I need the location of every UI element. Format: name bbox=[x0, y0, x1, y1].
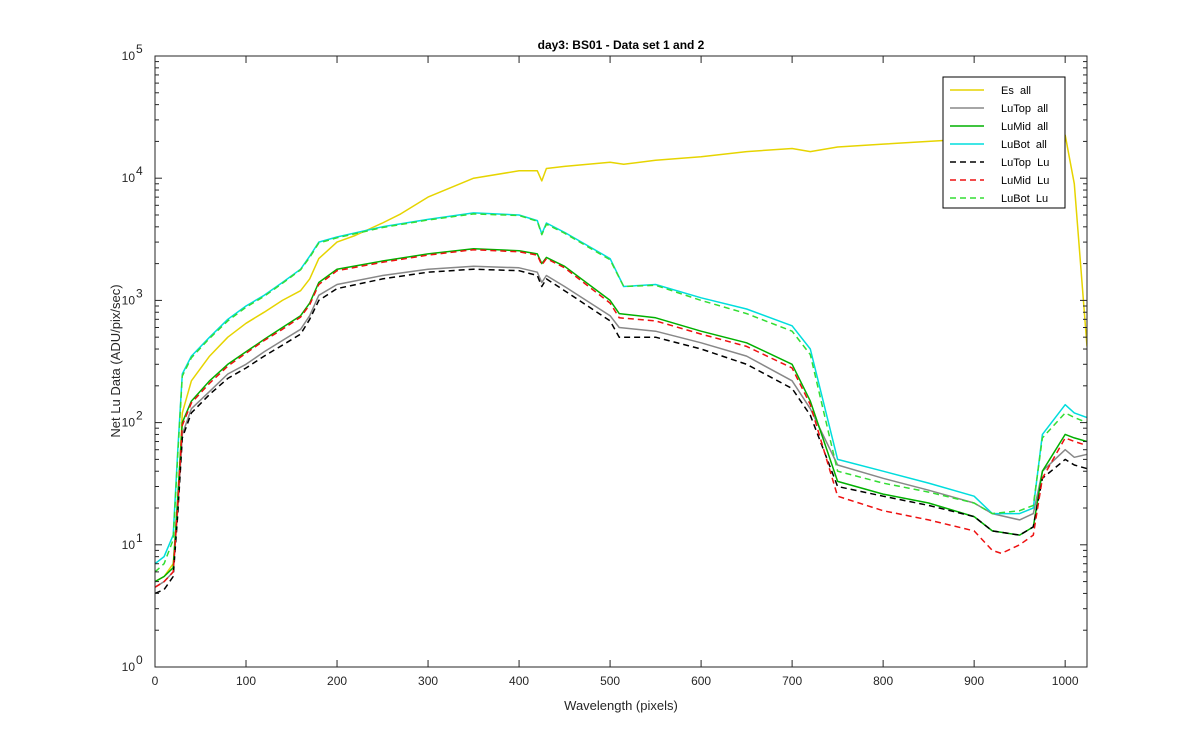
series-line-1 bbox=[155, 265, 1087, 588]
y-tick-exponent: 4 bbox=[136, 164, 143, 178]
x-tick-label: 300 bbox=[418, 674, 438, 688]
plot-frame bbox=[154, 55, 1088, 668]
chart-title: day3: BS01 - Data set 1 and 2 bbox=[538, 38, 705, 52]
legend-box bbox=[942, 76, 1066, 209]
x-tick-label: 900 bbox=[964, 674, 984, 688]
series-line-5 bbox=[155, 248, 1087, 588]
legend-label-1: LuTop all bbox=[1001, 103, 1048, 115]
legend-label-5: LuMid Lu bbox=[1001, 175, 1049, 187]
x-axis-label: Wavelength (pixels) bbox=[564, 698, 678, 713]
x-tick-label: 700 bbox=[782, 674, 802, 688]
plot-area bbox=[155, 56, 1087, 667]
x-tick-label: 1000 bbox=[1052, 674, 1079, 688]
y-tick-exponent: 5 bbox=[136, 42, 143, 56]
x-tick-label: 400 bbox=[509, 674, 529, 688]
legend-label-4: LuTop Lu bbox=[1001, 157, 1049, 169]
x-tick-label: 600 bbox=[691, 674, 711, 688]
x-tick-label: 800 bbox=[873, 674, 893, 688]
x-tick-label: 0 bbox=[152, 674, 159, 688]
x-tick-label: 500 bbox=[600, 674, 620, 688]
legend-label-3: LuBot all bbox=[1001, 139, 1047, 151]
series-layer bbox=[155, 134, 1087, 595]
legend: Es all LuTop all LuMid all LuBot all LuTop L… bbox=[942, 76, 1066, 209]
legend-label-0: Es all bbox=[1001, 85, 1031, 97]
y-tick-exponent: 1 bbox=[136, 531, 143, 545]
y-tick-label: 10 bbox=[122, 416, 136, 430]
y-tick-exponent: 2 bbox=[136, 409, 143, 423]
x-tick-label: 100 bbox=[236, 674, 256, 688]
legend-items: Es all LuTop all LuMid all LuBot all LuTop L… bbox=[950, 85, 1049, 205]
y-tick-label: 10 bbox=[122, 538, 136, 552]
series-line-6 bbox=[155, 213, 1087, 573]
y-tick-exponent: 3 bbox=[136, 286, 143, 300]
y-tick-label: 10 bbox=[122, 660, 136, 674]
y-tick-label: 10 bbox=[122, 49, 136, 63]
y-tick-exponent: 0 bbox=[136, 653, 143, 667]
y-tick-label: 10 bbox=[122, 171, 136, 185]
series-line-0 bbox=[155, 134, 1087, 583]
legend-label-6: LuBot Lu bbox=[1001, 193, 1048, 205]
x-tick-label: 200 bbox=[327, 674, 347, 688]
y-tick-label: 10 bbox=[122, 293, 136, 307]
y-axis-label: Net Lu Data (ADU/pix/sec) bbox=[108, 284, 123, 437]
series-line-4 bbox=[155, 268, 1087, 595]
legend-label-2: LuMid all bbox=[1001, 121, 1048, 133]
